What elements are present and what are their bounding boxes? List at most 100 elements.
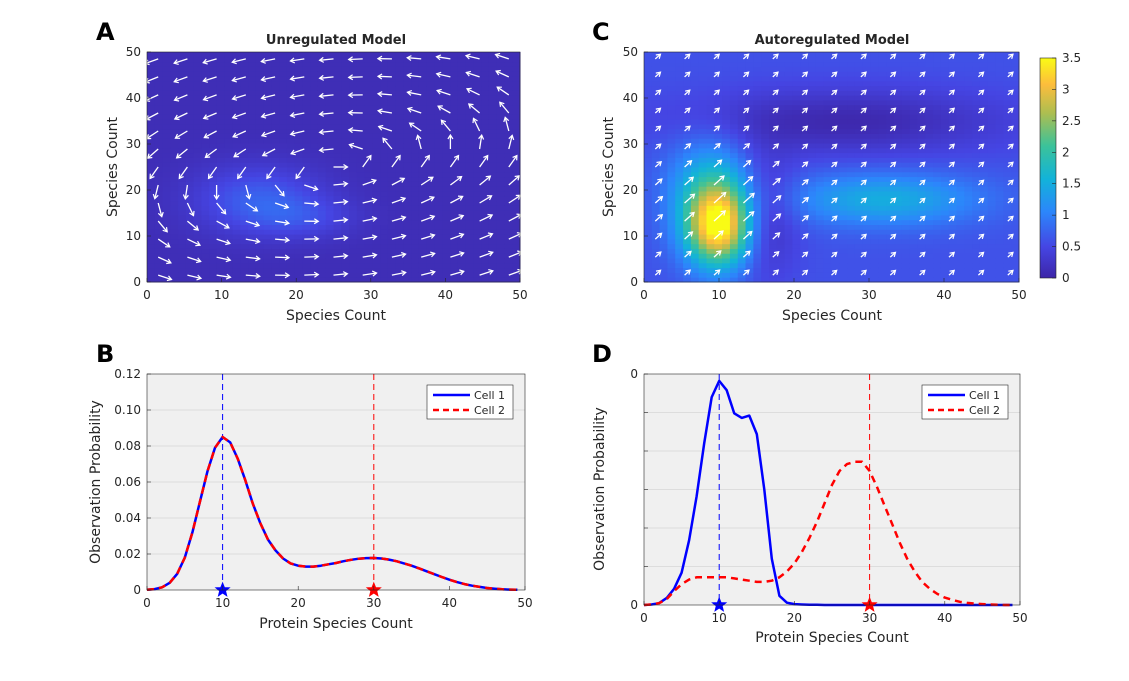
heatmap-cell [831,119,840,125]
heatmap-cell [209,143,218,149]
heatmap-cell [418,229,428,235]
heatmap-cell [349,195,358,202]
heatmap-cell [286,104,296,110]
heatmap-cell [909,171,918,178]
quiver-arrow-head [260,76,267,83]
quiver-arrow-head [467,103,474,109]
heatmap-cell [411,238,420,245]
heatmap-cell [823,75,832,82]
heatmap-cell [815,61,825,67]
heatmap-cell [776,258,786,264]
heatmap-cell [776,123,786,130]
heatmap-cell [894,248,903,254]
heatmap-cell [987,128,997,134]
heatmap-cell [854,229,864,235]
heatmap-cell [418,52,428,58]
quiver-arrow-head [284,272,291,279]
heatmap-cell [745,90,754,96]
heatmap-cell [737,205,747,211]
heatmap-cell [442,272,451,278]
heatmap-cell [185,229,195,235]
heatmap-cell [784,157,793,163]
heatmap-cell [722,162,731,168]
heatmap-cell [279,195,288,202]
heatmap-cell [792,66,801,72]
heatmap-cell [481,219,490,225]
heatmap-cell [403,85,412,91]
heatmap-cell [690,267,700,273]
heatmap-cell [481,272,490,278]
heatmap-cell [481,128,490,134]
heatmap-cell [488,272,498,278]
quiver-arrow-shaft [147,148,159,159]
heatmap-cell [473,190,482,197]
heatmap-cell [909,71,918,77]
heatmap-cell [933,56,942,63]
heatmap-cell [325,253,334,259]
quiver-arrow-shaft [508,194,521,204]
heatmap-cell [403,267,412,273]
heatmap-cell [933,52,942,58]
heatmap-cell [933,143,942,149]
heatmap-cell [854,119,864,125]
heatmap-cell [488,195,498,202]
heatmap-cell [481,143,490,149]
heatmap-cell [302,253,311,259]
heatmap-cell [800,143,809,149]
heatmap-cell [823,248,832,254]
heatmap-cell [706,258,715,264]
heatmap-cell [784,181,793,187]
heatmap-cell [364,80,373,87]
heatmap-cell [488,56,498,63]
heatmap-cell [808,277,817,283]
heatmap-cell [878,262,887,269]
x-tick-label: 20 [289,288,304,302]
heatmap-cell [940,248,950,254]
heatmap-cell [418,186,428,192]
heatmap-cell [442,262,451,269]
heatmap-cell [450,195,459,202]
heatmap-cell [651,114,661,120]
heatmap-cell [481,119,490,125]
heatmap-cell [450,205,459,211]
heatmap-cell [909,229,918,235]
heatmap-cell [808,190,817,197]
heatmap-cell [286,71,296,77]
heatmap-cell [434,138,443,144]
heatmap-cell [341,66,350,72]
heatmap-cell [940,205,950,211]
heatmap-cell [886,152,895,158]
heatmap-cell [987,205,997,211]
quiver-arrow-shaft [508,251,523,258]
heatmap-cell [154,195,164,202]
heatmap-cell [356,224,366,230]
heatmap-cell [154,262,164,269]
heatmap-cell [162,71,171,77]
heatmap-cell [823,205,832,211]
heatmap-cell [675,171,684,178]
heatmap-cell [364,272,373,278]
quiver-arrow [260,76,276,83]
heatmap-cell [651,210,661,216]
quiver-arrow-shaft [377,75,392,78]
heatmap-cell [162,277,171,283]
heatmap-cell [473,66,482,72]
heatmap-cell [465,272,474,278]
heatmap-cell [232,248,241,254]
heatmap-cell [870,176,879,182]
heatmap-cell [776,61,786,67]
heatmap-cell [496,147,505,154]
quiver-arrow-shaft [362,235,377,240]
heatmap-cell [263,234,272,240]
heatmap-cell [808,253,817,259]
heatmap-cell [263,56,272,63]
quiver-arrow [362,234,378,241]
heatmap-cell [948,167,957,173]
heatmap-cell [909,219,918,225]
quiver-arrow-head [318,56,325,63]
heatmap-cell [488,128,498,134]
heatmap-cell [909,157,918,163]
heatmap-cell [450,162,459,168]
heatmap-cell [450,80,459,87]
heatmap-cell [948,229,957,235]
